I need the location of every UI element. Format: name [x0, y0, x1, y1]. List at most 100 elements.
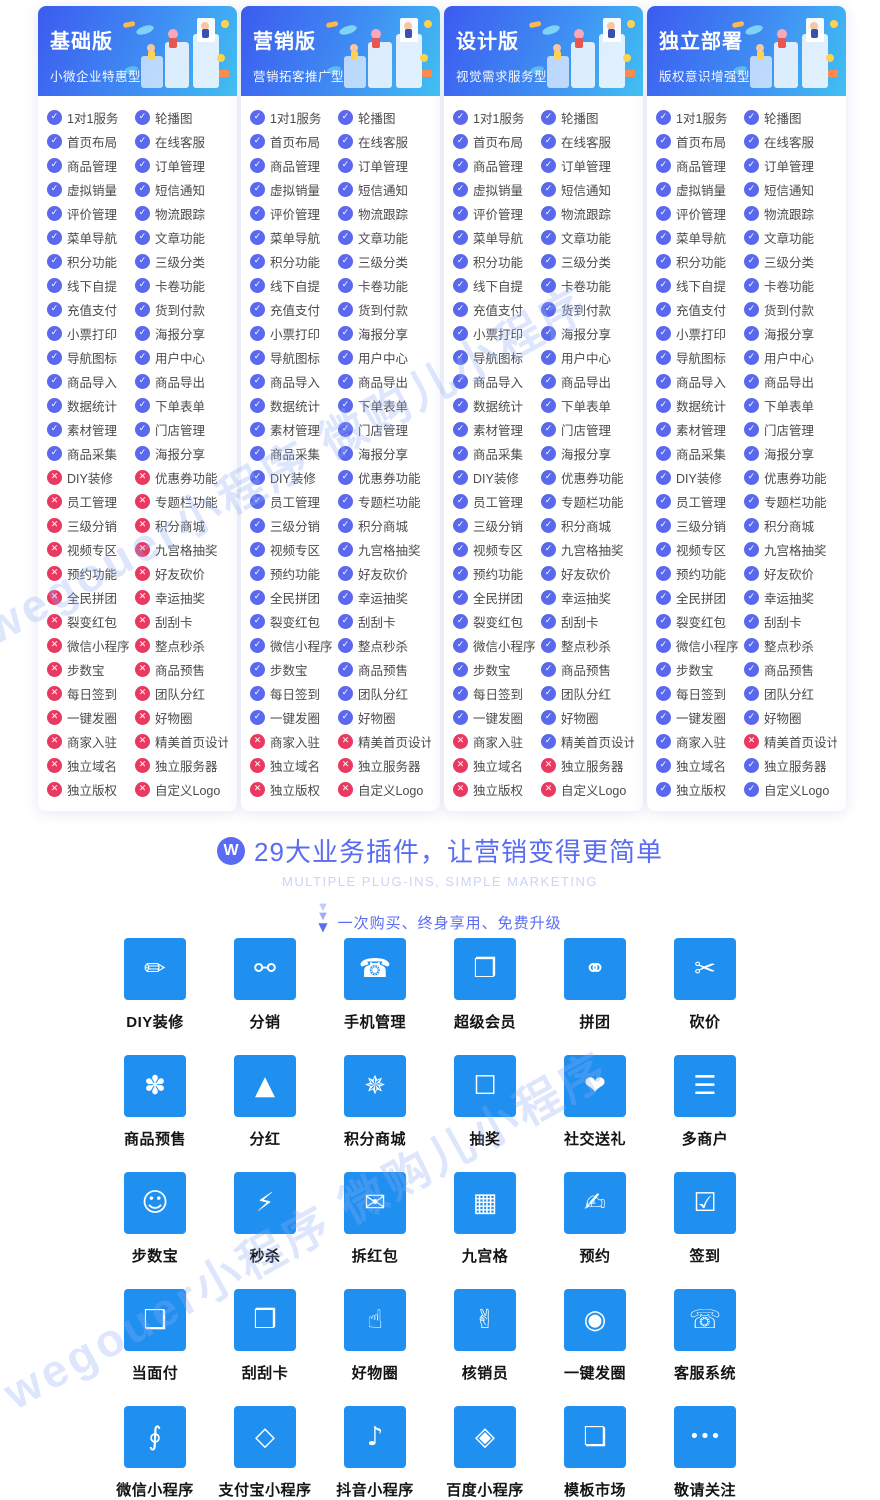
dividend-pyramid-icon[interactable]: ▲ [234, 1055, 296, 1117]
feature-item: ✓ 员工管理 [656, 492, 744, 511]
check-icon: ✓ [338, 709, 353, 725]
check-icon: ✓ [541, 349, 556, 365]
feature-item: ✓ 商品导入 [656, 372, 744, 391]
feature-item: ✓ 三级分销 [656, 516, 744, 535]
customer-service-icon[interactable]: ☏ [674, 1289, 736, 1351]
feature-label: 积分功能 [67, 255, 118, 270]
feature-item: ✓ 1对1服务 [656, 108, 744, 127]
check-icon: ✓ [338, 685, 353, 701]
feature-row: ✓ 微信小程序 ✓ 整点秒杀 [250, 633, 431, 657]
feature-label: 下单表单 [561, 399, 612, 414]
plan-header: 设计版 视觉需求服务型 [444, 6, 643, 96]
phone-manage-icon[interactable]: ☎ [344, 938, 406, 1000]
feature-item: ✓ 评价管理 [250, 204, 338, 223]
feature-label: 好物圈 [561, 711, 599, 726]
check-in-calendar-icon[interactable]: ☑ [674, 1172, 736, 1234]
check-icon: ✓ [47, 445, 62, 461]
check-icon: ✓ [744, 781, 759, 797]
group-buy-cart-icon[interactable]: ⚭ [564, 938, 626, 1000]
alipay-miniprogram-icon[interactable]: ◇ [234, 1406, 296, 1468]
plugin-item: ❒ 刮刮卡 [213, 1289, 317, 1383]
feature-row: ✓ 每日签到 ✓ 团队分红 [453, 681, 634, 705]
plugin-glyph: ▲ [255, 1071, 275, 1101]
feature-label: 商品预售 [358, 663, 409, 678]
social-gift-icon[interactable]: ❤ [564, 1055, 626, 1117]
check-icon: ✓ [453, 565, 468, 581]
distribution-icon[interactable]: ⚯ [234, 938, 296, 1000]
template-market-icon[interactable]: ❏ [564, 1406, 626, 1468]
feature-label: 微信小程序 [67, 639, 130, 654]
verifier-icon[interactable]: ✌ [454, 1289, 516, 1351]
goods-circle-icon[interactable]: ☝ [344, 1289, 406, 1351]
feature-item: ✓ 订单管理 [338, 156, 431, 175]
feature-item: ✓ 小票打印 [47, 324, 135, 343]
lottery-box-icon[interactable]: ☐ [454, 1055, 516, 1117]
feature-row: ✓ 小票打印 ✓ 海报分享 [250, 321, 431, 345]
feature-label: 海报分享 [561, 327, 612, 342]
feature-row: ✕ 独立版权 ✕ 自定义Logo [250, 777, 431, 801]
feature-label: 用户中心 [561, 351, 612, 366]
plugin-glyph: ✍ [584, 1188, 606, 1218]
face-to-face-pay-icon[interactable]: ❑ [124, 1289, 186, 1351]
feature-item: ✓ 好物圈 [541, 708, 634, 727]
feature-item: ✕ 独立域名 [453, 756, 541, 775]
bargain-icon[interactable]: ✂ [674, 938, 736, 1000]
appointment-note-icon[interactable]: ✍ [564, 1172, 626, 1234]
cross-icon: ✕ [250, 757, 265, 773]
check-icon: ✓ [656, 757, 671, 773]
feature-item: ✓ 幸运抽奖 [338, 588, 431, 607]
check-icon: ✓ [338, 589, 353, 605]
check-icon: ✓ [250, 301, 265, 317]
feature-label: 素材管理 [676, 423, 727, 438]
feature-item: ✓ 团队分红 [338, 684, 431, 703]
flash-sale-clock-icon[interactable]: ⚡ [234, 1172, 296, 1234]
feature-row: ✓ 商家入驻 ✕ 精美首页设计 [656, 729, 837, 753]
feature-label: 短信通知 [764, 183, 815, 198]
plugin-glyph: ⚡ [255, 1188, 275, 1218]
check-icon: ✓ [250, 397, 265, 413]
check-icon: ✓ [250, 661, 265, 677]
feature-item: ✓ 门店管理 [744, 420, 837, 439]
plugin-glyph: ❤ [584, 1071, 606, 1101]
feature-label: 好友砍价 [561, 567, 612, 582]
plugin-glyph: ◈ [475, 1422, 495, 1452]
check-icon: ✓ [541, 445, 556, 461]
more-dots-icon[interactable]: ••• [674, 1406, 736, 1468]
feature-label: 积分商城 [358, 519, 409, 534]
check-icon: ✓ [744, 709, 759, 725]
super-member-icon[interactable]: ❐ [454, 938, 516, 1000]
douyin-miniprogram-icon[interactable]: ♪ [344, 1406, 406, 1468]
one-key-share-icon[interactable]: ◉ [564, 1289, 626, 1351]
plugin-label: 拆红包 [351, 1248, 399, 1265]
red-packet-icon[interactable]: ✉ [344, 1172, 406, 1234]
check-icon: ✓ [656, 493, 671, 509]
step-counter-icon[interactable]: ☺ [124, 1172, 186, 1234]
scratch-card-icon[interactable]: ❒ [234, 1289, 296, 1351]
baidu-miniprogram-icon[interactable]: ◈ [454, 1406, 516, 1468]
multi-merchant-icon[interactable]: ☰ [674, 1055, 736, 1117]
check-icon: ✓ [656, 661, 671, 677]
feature-row: ✓ 充值支付 ✓ 货到付款 [47, 297, 228, 321]
feature-label: 商家入驻 [676, 735, 727, 750]
plugin-item: ✂ 砍价 [653, 938, 757, 1032]
feature-row: ✓ 三级分销 ✓ 积分商城 [250, 513, 431, 537]
check-icon: ✓ [541, 301, 556, 317]
nine-grid-icon[interactable]: ▦ [454, 1172, 516, 1234]
diy-decorate-icon[interactable]: ✏ [124, 938, 186, 1000]
feature-row: ✓ 评价管理 ✓ 物流跟踪 [656, 201, 837, 225]
check-icon: ✓ [338, 421, 353, 437]
feature-label: 员工管理 [676, 495, 727, 510]
wechat-miniprogram-icon[interactable]: ∮ [124, 1406, 186, 1468]
feature-label: 商家入驻 [473, 735, 524, 750]
check-icon: ✓ [541, 637, 556, 653]
feature-item: ✓ 导航图标 [656, 348, 744, 367]
presale-gift-icon[interactable]: ✽ [124, 1055, 186, 1117]
plugin-label: 拼团 [579, 1014, 611, 1031]
feature-row: ✓ 充值支付 ✓ 货到付款 [250, 297, 431, 321]
feature-item: ✓ 轮播图 [135, 108, 228, 127]
points-mall-icon[interactable]: ✵ [344, 1055, 406, 1117]
feature-row: ✕ 商家入驻 ✓ 精美首页设计 [453, 729, 634, 753]
cross-icon: ✕ [135, 541, 150, 557]
check-icon: ✓ [744, 397, 759, 413]
feature-row: ✓ 导航图标 ✓ 用户中心 [453, 345, 634, 369]
